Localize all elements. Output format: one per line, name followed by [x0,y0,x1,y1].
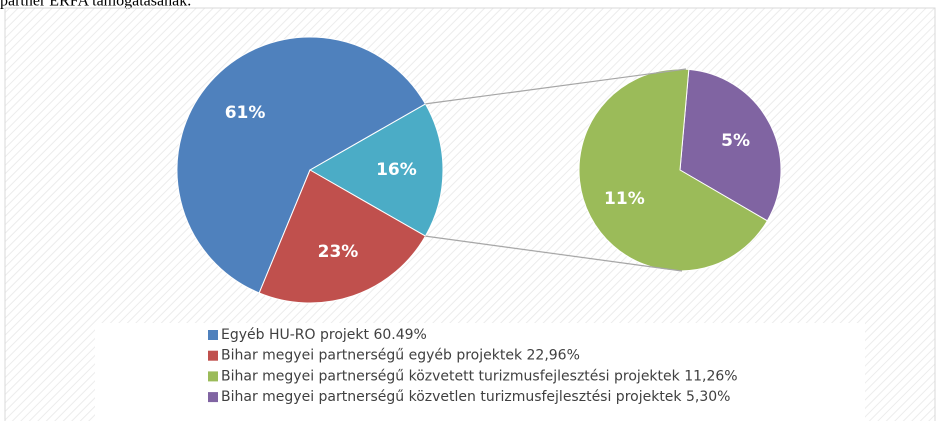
connector [425,68,687,105]
pie-slice [176,36,427,294]
legend-swatch [208,330,218,340]
data-label: 23% [318,242,359,262]
page-text: partner ERFA támogatásának. [0,0,191,10]
legend-swatch [208,392,218,403]
pie-slice [258,169,427,304]
legend-box [95,323,865,421]
pie-slice [679,68,782,222]
legend-swatch [208,371,218,382]
pie-slice [578,68,768,272]
legend-label: Bihar megyei partnerségű egyéb projektek… [221,348,580,364]
pie-slice [308,103,444,237]
legend-label: Bihar megyei partnerségű közvetett turiz… [221,368,738,384]
legend-label: Bihar megyei partnerségű közvetlen turiz… [221,389,730,405]
data-label: 61% [225,103,266,123]
legend-swatch [208,350,218,361]
connector [425,235,683,272]
data-label: 16% [376,160,417,180]
data-label: 11% [604,189,645,209]
data-label: 5% [721,131,750,151]
legend-label: Egyéb HU-RO projekt 60.49% [221,327,427,343]
